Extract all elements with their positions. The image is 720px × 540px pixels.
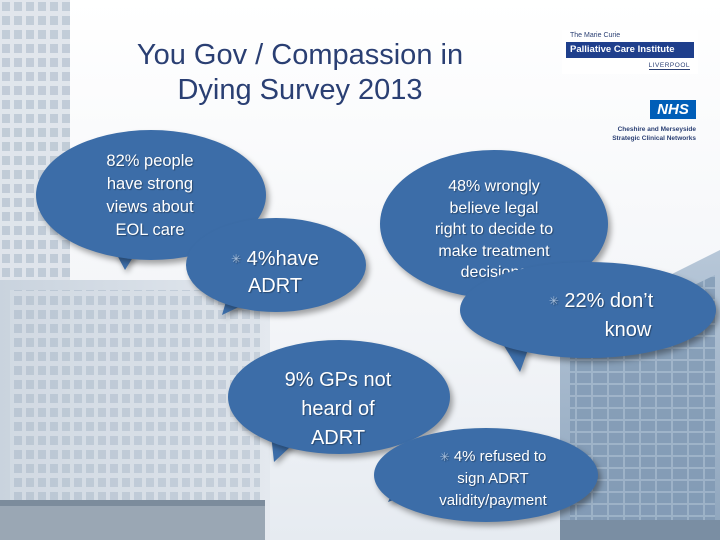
stat-dont-know-text: ✳ 22% don’t know [548, 290, 654, 342]
nhs-network-name: Cheshire and Merseyside Strategic Clinic… [612, 126, 696, 142]
speech-bubble-gps-not-heard [228, 340, 450, 454]
marie-curie-logo-sub: LIVERPOOL [648, 62, 690, 70]
marie-curie-logo-top-text: The Marie Curie [570, 32, 621, 39]
stat-refused-sign-text: ✳ 4% refused to sign ADRT validity/payme… [439, 448, 547, 510]
speech-bubble-have-adrt [186, 218, 366, 312]
bullet-icon: ✳ [548, 294, 559, 309]
title-line-2: Dying Survey 2013 [177, 74, 423, 106]
stat-gps-not-heard-text: 9% GPs not heard of ADRT [284, 369, 392, 449]
speech-bubble-dont-know [460, 262, 716, 358]
slide-title: You Gov / Compassion in Dying Survey 201… [80, 38, 520, 108]
bullet-icon: ✳ [231, 252, 242, 267]
marie-curie-logo-band: Palliative Care Institute [566, 42, 694, 58]
marie-curie-logo: The Marie Curie Palliative Care Institut… [562, 30, 698, 74]
speech-bubble-refused-sign [374, 428, 598, 522]
nhs-logo: NHS [650, 100, 696, 119]
stat-strong-views-text: 82% people have strong views about EOL c… [106, 152, 194, 239]
bullet-icon: ✳ [439, 450, 450, 465]
stat-have-adrt-text: ✳ 4%have ADRT [231, 248, 319, 298]
title-line-1: You Gov / Compassion in [136, 39, 464, 71]
